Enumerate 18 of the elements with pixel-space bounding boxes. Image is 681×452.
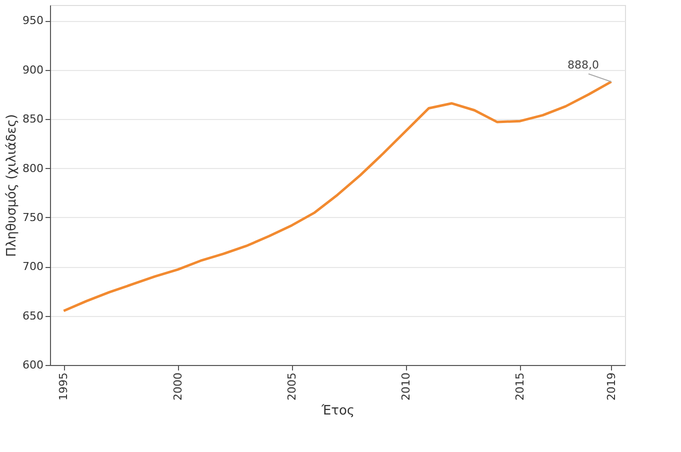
y-tick-label: 950 [22,14,44,28]
x-tick-label: 1995 [57,372,70,400]
x-tick-label: 2015 [514,372,527,400]
y-tick-label: 900 [22,63,44,76]
x-tick-label: 2005 [285,372,298,400]
line-series [62,80,613,312]
x-tick-label: 2019 [604,372,618,400]
x-tick-label: 2010 [399,372,412,400]
y-tick-label: 800 [22,162,44,175]
y-tick-label: 700 [22,260,44,274]
y-tick-label: 650 [22,309,44,322]
y-tick-label: 850 [22,112,44,126]
x-tick-label: 2000 [171,372,184,400]
y-tick-label: 600 [22,358,44,372]
y-tick-label: 750 [22,210,44,224]
x-axis-title: Έτος [320,403,355,418]
annotation: 888,0 [568,58,600,72]
y-axis-title: Πληθυσμός (χιλιάδες) [4,114,20,257]
